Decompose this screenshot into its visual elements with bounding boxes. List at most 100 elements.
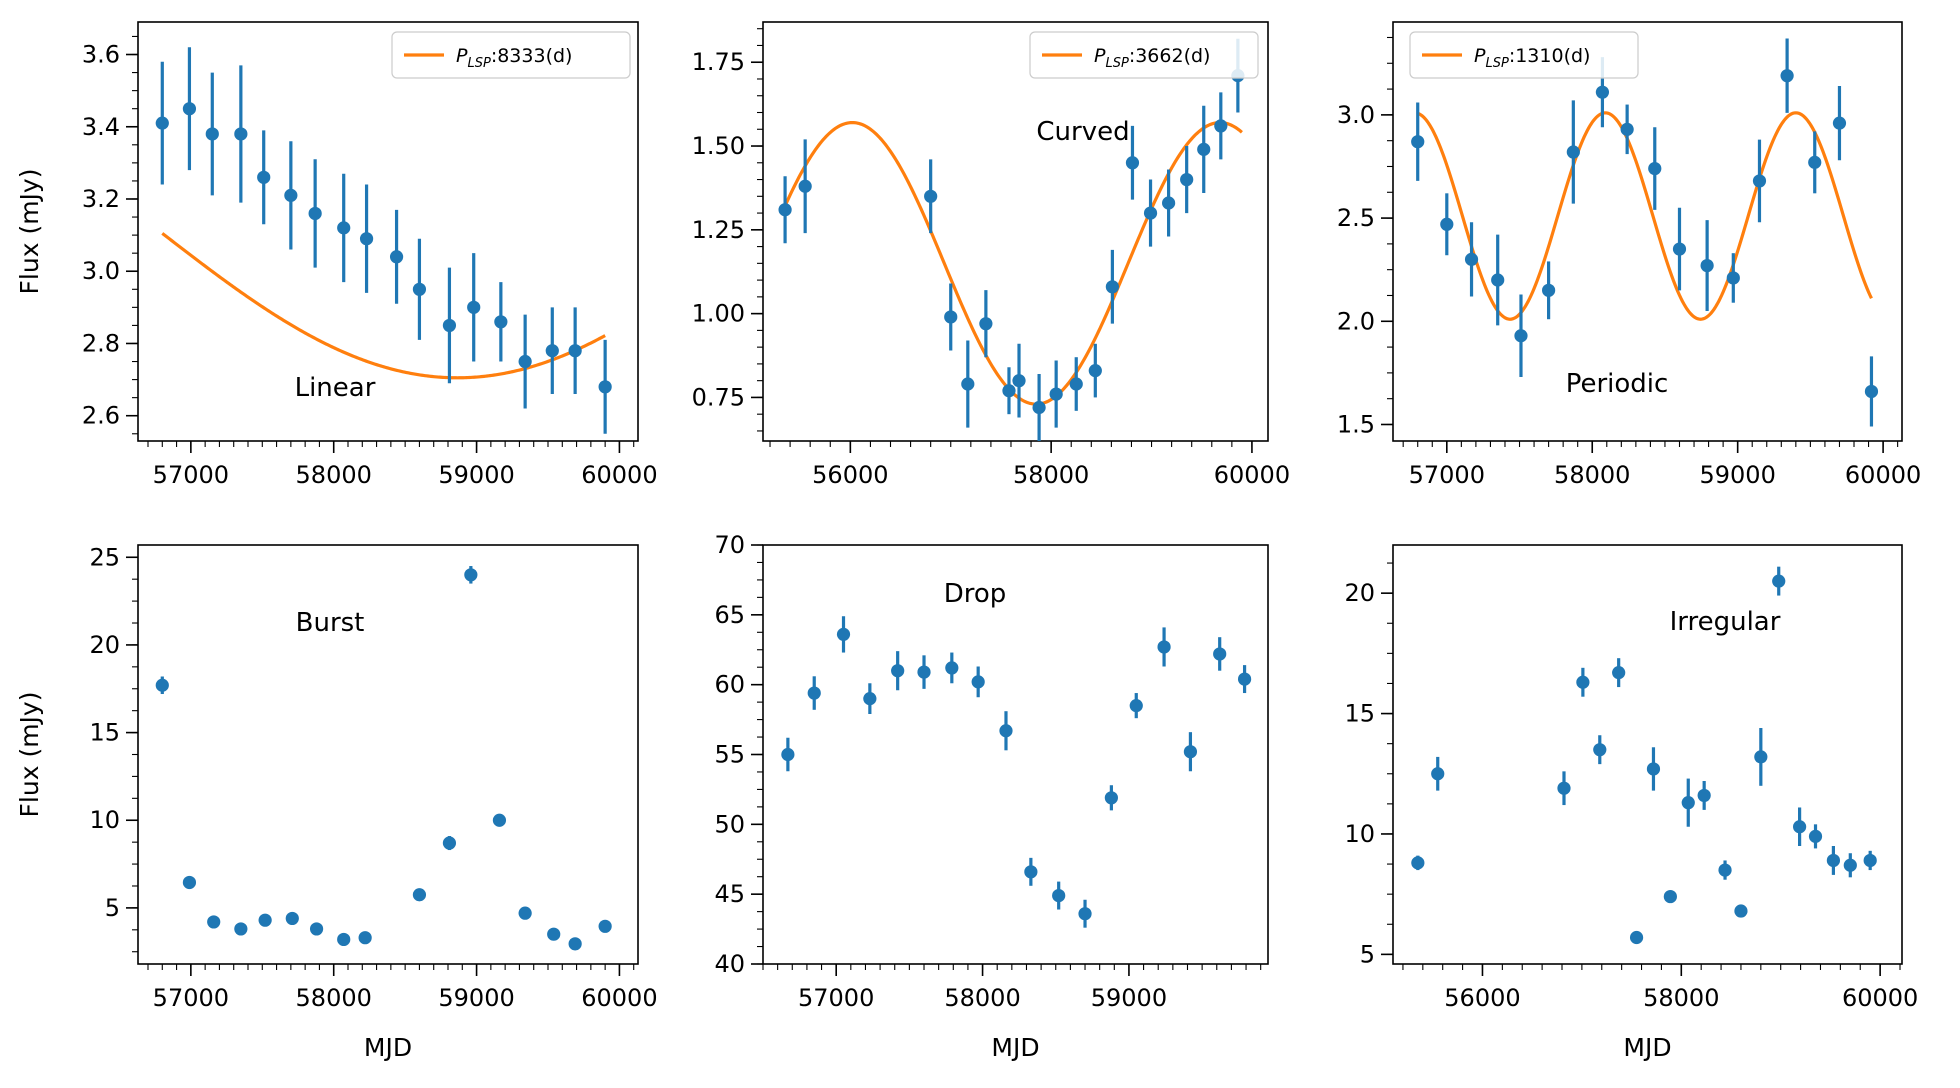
x-tick-label: 59000 (1091, 984, 1167, 1012)
y-tick-label: 50 (714, 810, 745, 838)
data-point (467, 300, 481, 314)
data-point (1826, 853, 1841, 868)
panel-annotation: Periodic (1566, 369, 1669, 399)
data-point (1125, 156, 1140, 170)
x-tick-label: 60000 (1214, 461, 1290, 489)
data-point (1491, 273, 1505, 287)
data-point (442, 318, 457, 333)
x-tick-label: 59000 (438, 984, 514, 1012)
data-point (1542, 283, 1556, 297)
data-point (1726, 271, 1740, 285)
chart-panel-top-middle: 56000 58000 60000 0.75 1.00 1.25 1.50 1.75 Curve… (692, 21, 1290, 489)
y-tick-label: 65 (714, 601, 745, 629)
y-tick-label: 0.75 (692, 383, 745, 411)
data-point (1237, 672, 1252, 686)
fit-curve-line (161, 232, 606, 380)
x-tick-label: 58000 (1554, 461, 1630, 489)
x-tick-label: 59000 (438, 461, 514, 489)
x-tick-label: 57000 (798, 984, 874, 1012)
x-tick-label: 60000 (581, 461, 657, 489)
y-tick-label: 45 (714, 880, 745, 908)
data-point (1078, 907, 1092, 921)
data-point (337, 932, 351, 947)
data-point (205, 127, 219, 141)
x-tick-label: 58000 (944, 984, 1020, 1012)
data-point (807, 686, 821, 700)
x-axis-label: MJD (991, 1033, 1039, 1062)
y-axis-label: Flux (mJy) (15, 169, 44, 295)
y-tick-label: 60 (714, 671, 745, 699)
data-point (979, 317, 993, 331)
x-tick-label: 58000 (296, 984, 372, 1012)
legend-box (1029, 31, 1259, 79)
x-tick-label: 60000 (1842, 984, 1918, 1012)
data-point (1104, 791, 1118, 805)
data-point (1754, 750, 1768, 764)
data-point (257, 170, 271, 184)
data-point (1663, 889, 1677, 904)
data-point (1697, 788, 1711, 803)
data-point (836, 627, 851, 641)
panel-annotation: Curved (1036, 117, 1129, 147)
fit-curve-line (783, 120, 1243, 406)
y-tick-label: 2.6 (82, 402, 120, 430)
data-point (1648, 161, 1662, 176)
y-tick-label: 1.00 (692, 300, 745, 328)
data-point (1157, 640, 1171, 654)
x-axis-label: MJD (1623, 1033, 1671, 1062)
panel-annotation: Irregular (1670, 607, 1781, 637)
data-point (1612, 666, 1626, 680)
y-tick-label: 40 (714, 950, 745, 978)
x-tick-label: 57000 (153, 461, 229, 489)
data-point (1214, 119, 1228, 133)
data-point (442, 836, 457, 850)
y-tick-label: 3.0 (82, 257, 120, 285)
x-tick-label: 57000 (153, 984, 229, 1012)
data-point (1088, 364, 1102, 378)
x-tick-label: 58000 (1643, 984, 1719, 1012)
data-point (1213, 647, 1227, 661)
data-point (1832, 116, 1847, 130)
y-tick-label: 1.25 (692, 216, 745, 244)
data-point (1464, 252, 1479, 266)
data-point (1752, 174, 1767, 188)
data-point (207, 915, 221, 929)
axes-frame (137, 21, 639, 442)
legend: PLSP:3662(d) (1029, 31, 1259, 79)
y-tick-label: 3.4 (82, 113, 120, 141)
y-axis-label: Flux (mJy) (15, 692, 44, 818)
y-tick-label: 2.8 (82, 329, 120, 357)
data-point (863, 692, 877, 706)
x-axis-label: MJD (364, 1033, 412, 1062)
data-point (389, 250, 404, 264)
data-point (598, 380, 612, 394)
panel-annotation: Burst (296, 608, 365, 638)
legend-label: PLSP:8333(d) (456, 45, 572, 71)
chart-panel-bottom-middle: 57000 58000 59000 40 45 50 55 60 65 70 MJD Drop (714, 531, 1269, 1062)
data-point (547, 927, 561, 941)
data-point (492, 813, 507, 827)
y-tick-label: 20 (89, 631, 120, 659)
data-point (1646, 762, 1661, 776)
data-point (494, 315, 508, 329)
data-point (1672, 242, 1687, 256)
data-point (924, 189, 938, 203)
data-point (155, 678, 169, 692)
data-point (1595, 85, 1610, 99)
data-point (1593, 743, 1607, 757)
x-tick-label: 60000 (1845, 461, 1921, 489)
y-tick-label: 10 (89, 806, 120, 834)
legend-box (1409, 31, 1639, 79)
y-tick-label: 70 (714, 531, 745, 559)
data-point (518, 354, 532, 369)
y-tick-label: 25 (89, 543, 120, 571)
data-point (798, 179, 812, 193)
data-point (337, 221, 351, 235)
data-point (568, 937, 582, 951)
y-tick-label: 55 (714, 741, 745, 769)
data-point (182, 875, 197, 890)
data-point (359, 232, 374, 246)
data-point (1557, 781, 1571, 795)
data-point (234, 922, 248, 936)
